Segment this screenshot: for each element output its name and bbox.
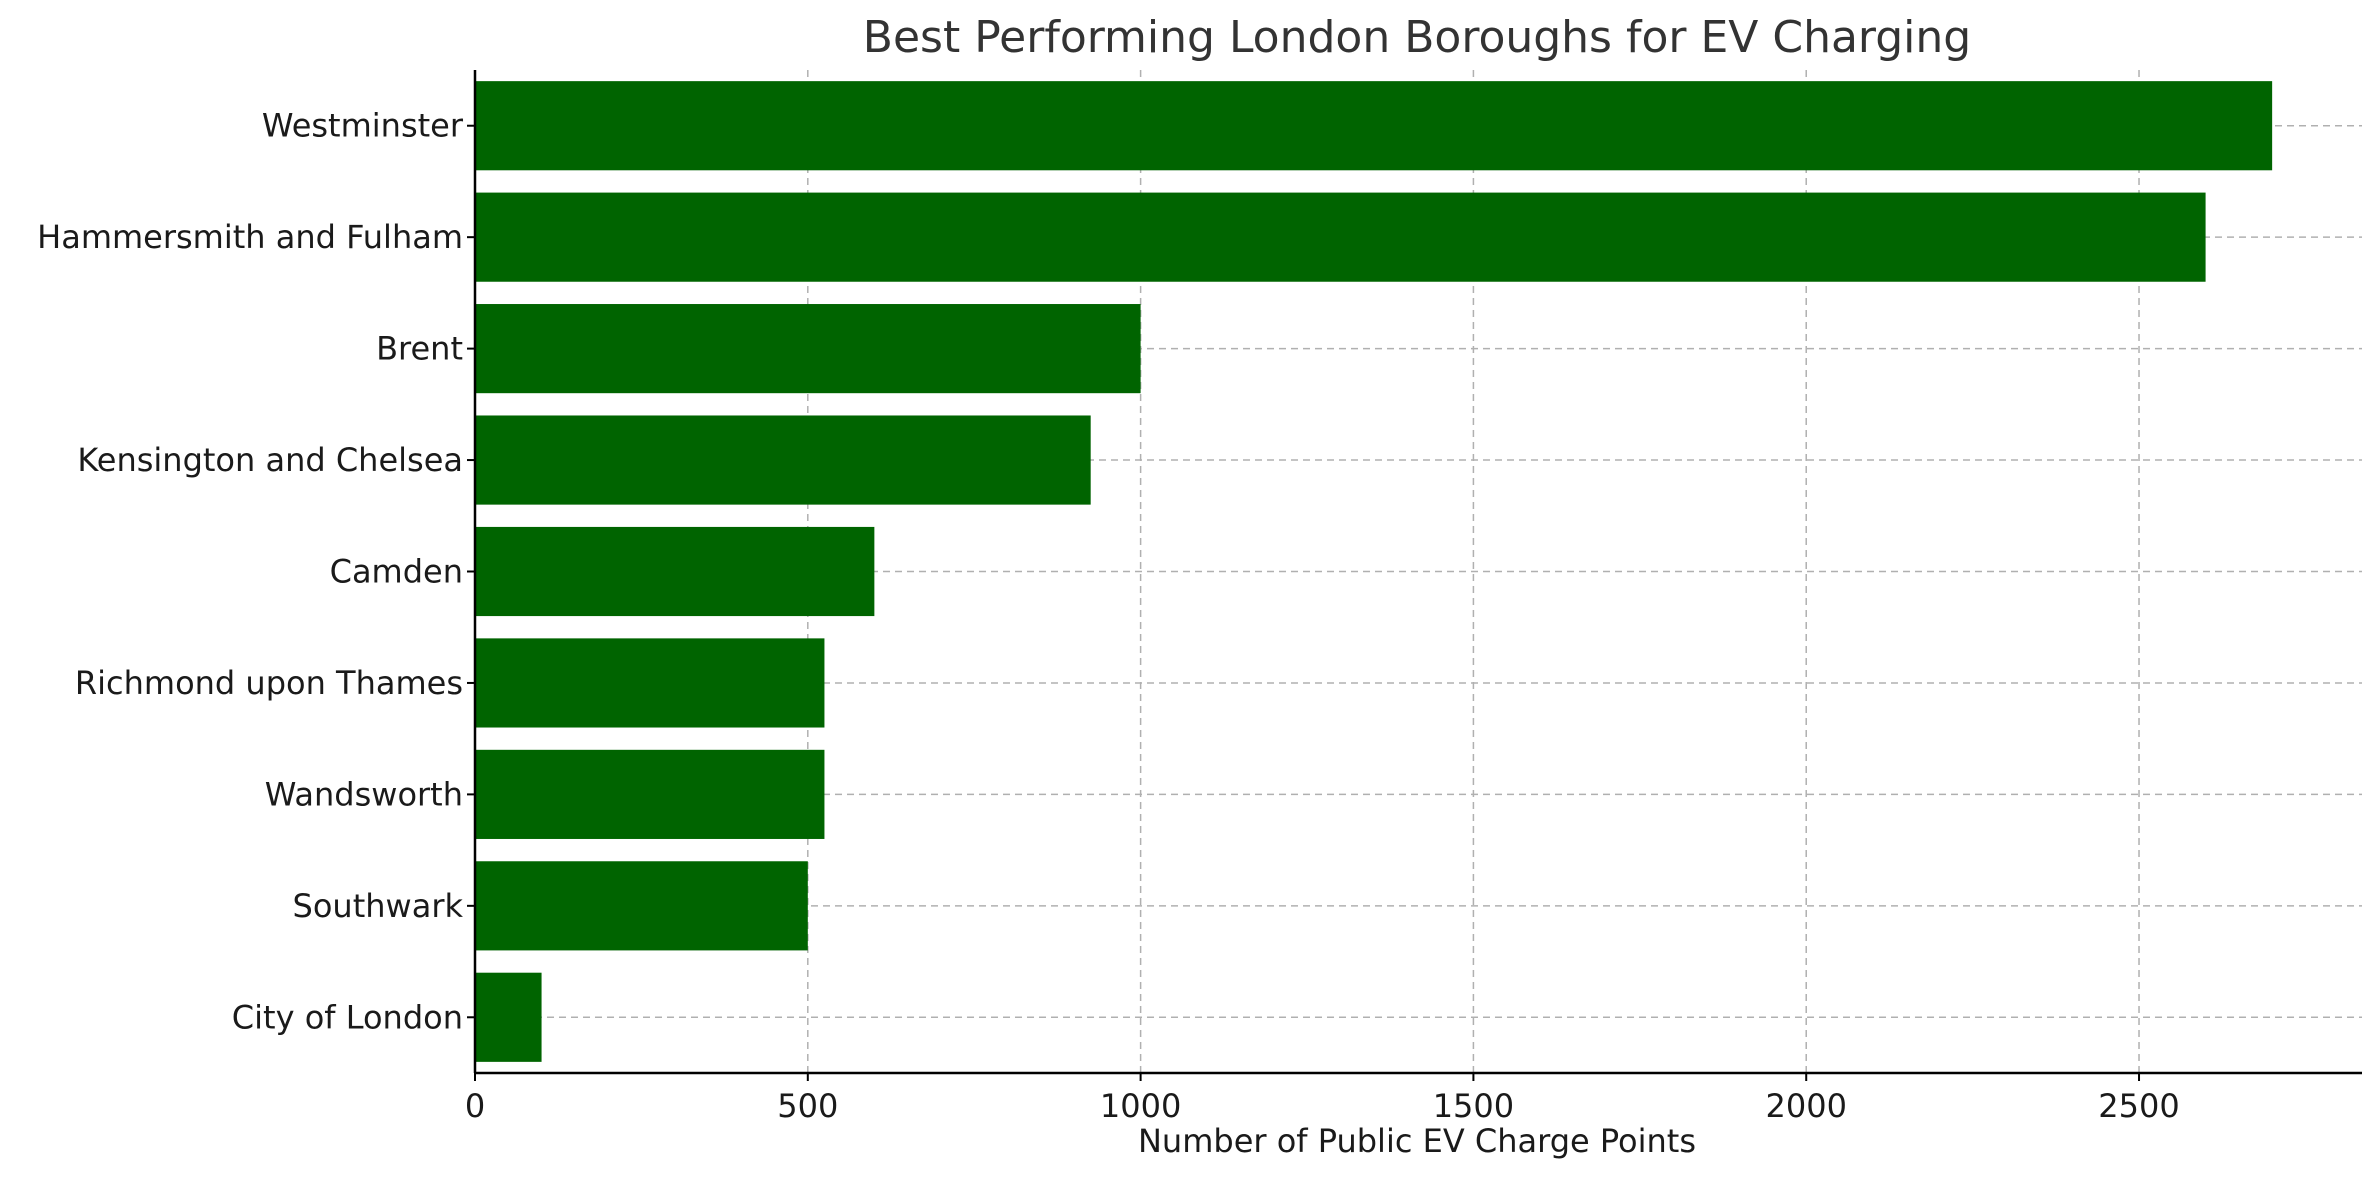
y-tick-label: Kensington and Chelsea [77,441,463,479]
bar [475,526,875,617]
bar [475,861,808,951]
bar [475,81,2273,171]
y-tick-label: Southwark [293,887,464,925]
bar [475,192,2206,282]
bar [475,972,542,1062]
x-tick-label: 2000 [1765,1087,1846,1125]
bar [475,749,825,839]
y-tick-label: City of London [232,998,463,1036]
y-tick-label: Brent [376,330,463,368]
y-tick-label: Camden [330,553,463,591]
bars [475,81,2273,1062]
chart-title: Best Performing London Boroughs for EV C… [863,12,1971,63]
bar [475,304,1141,394]
x-tick-label: 500 [777,1087,838,1125]
x-tick-label: 2500 [2098,1087,2179,1125]
x-tick-labels: 0 500 1000 1500 2000 2500 [465,1073,2180,1125]
x-tick-label: 1500 [1433,1087,1514,1125]
y-tick-label: Hammersmith and Fulham [37,218,463,256]
x-tick-label: 0 [465,1087,485,1125]
y-tick-labels: Westminster Hammersmith and Fulham Brent Ke… [37,107,475,1036]
y-tick-label: Richmond upon Thames [75,664,463,702]
bar [475,638,825,728]
bar [475,415,1091,505]
x-axis-label: Number of Public EV Charge Points [1138,1122,1696,1160]
y-tick-label: Wandsworth [265,775,463,813]
x-tick-label: 1000 [1100,1087,1181,1125]
y-tick-label: Westminster [262,107,464,145]
